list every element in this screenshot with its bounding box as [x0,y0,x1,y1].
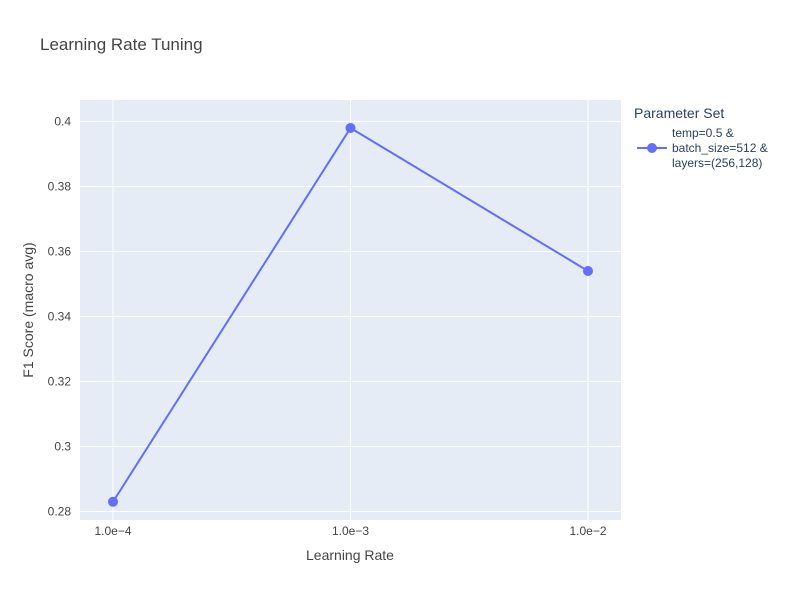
legend-label-line-1: temp=0.5 & [672,126,734,140]
data-point [345,122,356,133]
y-tick-label: 0.32 [48,375,72,389]
x-tick-label: 1.0e−4 [94,524,131,538]
x-tick-label: 1.0e−3 [332,524,369,538]
gridlines [80,100,621,520]
y-tick-label: 0.38 [48,179,72,193]
legend-label-line-3: layers=(256,128) [672,156,762,170]
y-tick-label: 0.3 [54,440,71,454]
data-point [108,496,118,507]
legend-marker-swatch [647,143,657,153]
y-axis-title: F1 Score (macro avg) [20,242,36,377]
x-tick-label: 1.0e−2 [569,524,606,538]
legend[interactable]: Parameter Set temp=0.5 & batch_size=512 … [634,105,768,170]
y-tick-label: 0.36 [48,244,72,258]
x-axis-title: Learning Rate [306,547,394,563]
data-point [583,265,593,276]
x-axis-ticks: 1.0e−4 1.0e−3 1.0e−2 [94,524,606,538]
legend-label-line-2: batch_size=512 & [672,141,768,155]
y-tick-label: 0.4 [54,114,71,128]
legend-item[interactable]: temp=0.5 & batch_size=512 & layers=(256,… [637,126,768,170]
series-layer [108,122,593,507]
chart-title: Learning Rate Tuning [40,35,203,54]
y-tick-label: 0.28 [48,505,72,519]
legend-title: Parameter Set [634,105,724,121]
y-axis-ticks: 0.28 0.3 0.32 0.34 0.36 0.38 0.4 [48,114,72,518]
y-tick-label: 0.34 [48,310,72,324]
